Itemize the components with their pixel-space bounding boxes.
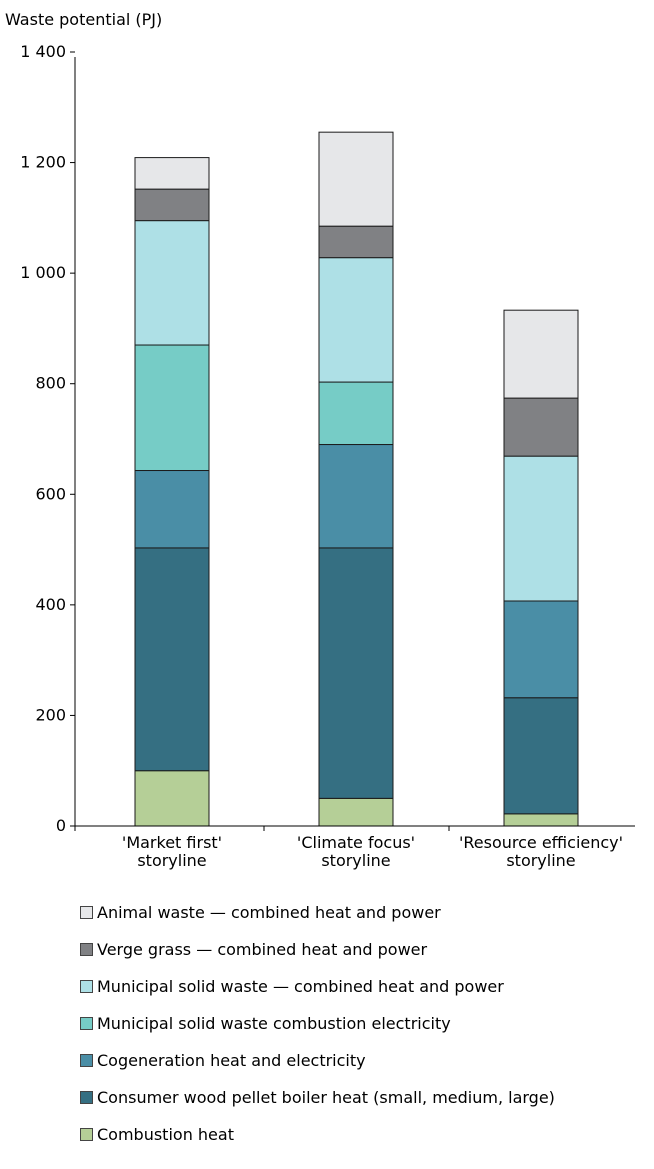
- bar-segment: [134, 220, 210, 346]
- bar-segment: [134, 470, 210, 549]
- x-category-label: 'Climate focus' storyline: [297, 833, 415, 870]
- legend-label: Verge grass — combined heat and power: [97, 939, 428, 959]
- stacked-bar-chart: Waste potential (PJ) 0 200 400 600 800 1 000 1…: [5, 10, 635, 870]
- legend-item: Animal waste — combined heat and power: [80, 902, 441, 922]
- legend-swatch: [80, 1090, 93, 1104]
- bar-segment: [134, 770, 210, 827]
- legend-label: Municipal solid waste combustion electri…: [97, 1013, 451, 1033]
- bar-segment: [318, 225, 394, 259]
- bar-segment: [318, 547, 394, 799]
- bar-segment: [134, 157, 210, 190]
- bar-segment: [318, 131, 394, 227]
- y-tick-label: 400: [35, 595, 66, 614]
- bars: [134, 131, 579, 827]
- x-category-label: 'Market first' storyline: [122, 833, 222, 870]
- y-axis-label: Waste potential (PJ): [5, 10, 162, 29]
- bar-segment: [318, 444, 394, 549]
- y-tick-label: 0: [56, 816, 66, 835]
- legend-swatch: [80, 1127, 93, 1141]
- y-tick-label: 1 200: [20, 153, 66, 172]
- y-tick-label: 1 400: [20, 42, 66, 61]
- y-tick-label: 800: [35, 374, 66, 393]
- legend-label: Cogeneration heat and electricity: [97, 1050, 366, 1070]
- legend-label: Animal waste — combined heat and power: [97, 902, 441, 922]
- bar-segment: [318, 797, 394, 827]
- legend-item: Verge grass — combined heat and power: [80, 939, 427, 959]
- legend-swatch: [80, 1053, 93, 1067]
- legend-item: Municipal solid waste — combined heat an…: [80, 976, 504, 996]
- x-category-label: 'Resource efficiency' storyline: [459, 833, 623, 870]
- y-axis-ticks: 0 200 400 600 800 1 000 1 200 1 400: [20, 42, 75, 835]
- legend-swatch: [80, 942, 93, 956]
- legend-swatch: [80, 1016, 93, 1030]
- legend-item: Consumer wood pellet boiler heat (small,…: [80, 1087, 555, 1107]
- bar-segment: [503, 455, 579, 602]
- y-tick-label: 1 000: [20, 263, 66, 282]
- legend-swatch: [80, 979, 93, 993]
- legend-item: Municipal solid waste combustion electri…: [80, 1013, 451, 1033]
- legend-item: Cogeneration heat and electricity: [80, 1050, 366, 1070]
- bar-segment: [503, 397, 579, 457]
- bar-segment: [134, 344, 210, 472]
- bar-segment: [503, 813, 579, 827]
- legend-label: Consumer wood pellet boiler heat (small,…: [97, 1087, 555, 1107]
- bar-segment: [503, 697, 579, 815]
- bar-segment: [134, 547, 210, 772]
- legend-label: Combustion heat: [97, 1124, 234, 1144]
- legend-label: Municipal solid waste — combined heat an…: [97, 976, 504, 996]
- legend-item: Combustion heat: [80, 1124, 234, 1144]
- y-tick-label: 600: [35, 484, 66, 503]
- bar-segment: [318, 381, 394, 446]
- bar-segment: [318, 257, 394, 383]
- y-tick-label: 200: [35, 705, 66, 724]
- bar-segment: [503, 600, 579, 699]
- bar-segment: [134, 188, 210, 222]
- x-axis-ticks: 'Market first' storyline 'Climate focus' st…: [122, 826, 623, 870]
- legend-swatch: [80, 905, 93, 919]
- bar-segment: [503, 309, 579, 399]
